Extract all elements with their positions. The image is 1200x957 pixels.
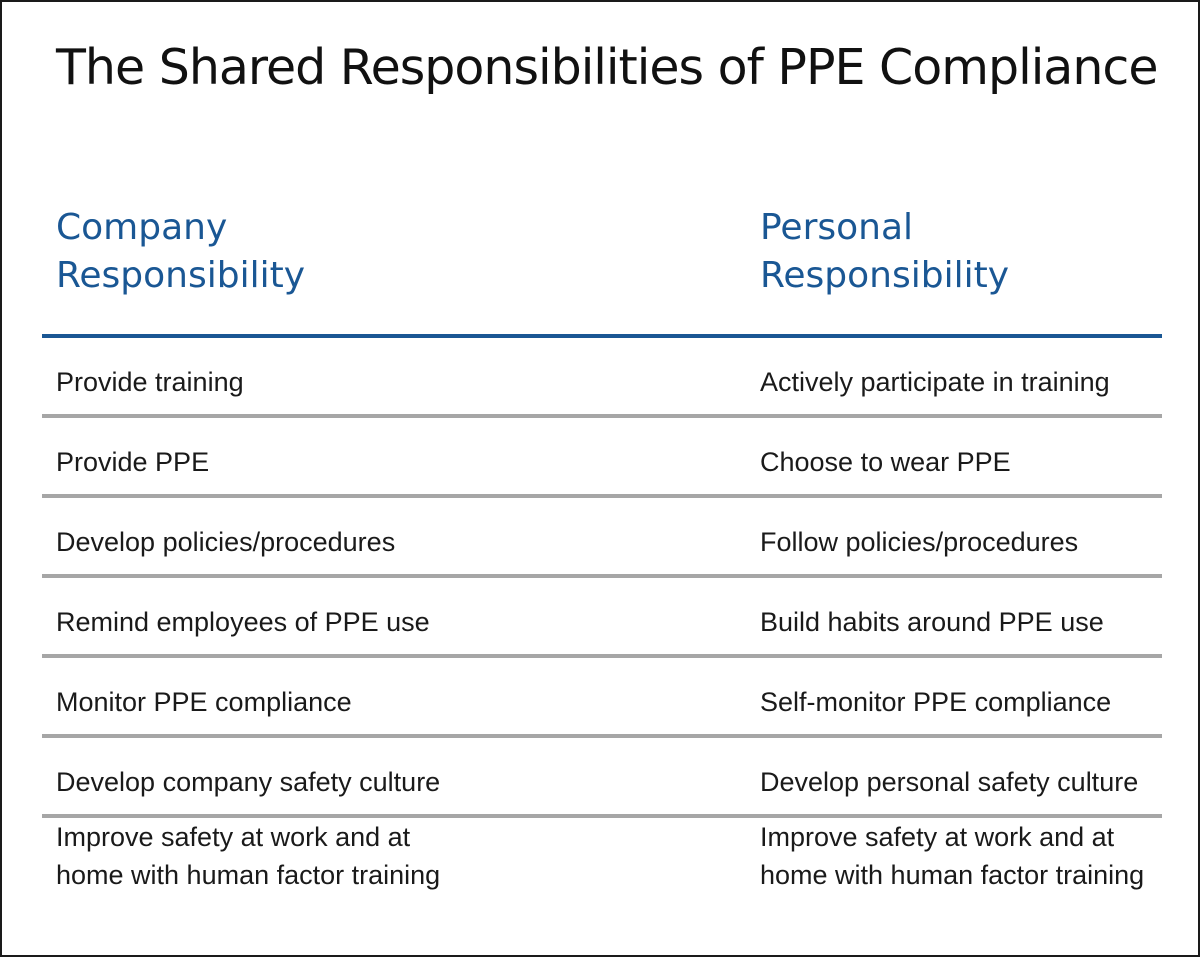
table-row: Provide PPE Choose to wear PPE xyxy=(42,418,1162,498)
personal-cell: Develop personal safety culture xyxy=(760,767,1139,797)
column-header-company-line-2: Responsibility xyxy=(56,255,306,296)
header-divider xyxy=(42,334,1162,338)
table-row: Develop company safety culture Develop p… xyxy=(42,738,1162,818)
table-row: Monitor PPE compliance Self-monitor PPE … xyxy=(42,658,1162,738)
page-title: The Shared Responsibilities of PPE Compl… xyxy=(56,39,1158,96)
company-cell: Develop company safety culture xyxy=(56,767,441,797)
personal-cell: Actively participate in training xyxy=(760,367,1110,397)
column-header-company: Company Responsibility xyxy=(56,204,305,300)
personal-cell: Choose to wear PPE xyxy=(760,447,1011,477)
personal-cell: Improve safety at work and at home with … xyxy=(760,822,1145,890)
column-header-personal-line-1: Personal xyxy=(760,207,914,248)
personal-cell: Build habits around PPE use xyxy=(760,607,1104,637)
column-header-company-line-1: Company xyxy=(56,207,228,248)
company-cell: Remind employees of PPE use xyxy=(56,607,430,637)
table-row: Remind employees of PPE use Build habits… xyxy=(42,578,1162,658)
column-header-personal-line-2: Responsibility xyxy=(760,255,1010,296)
personal-cell: Follow policies/procedures xyxy=(760,527,1079,557)
company-cell: Provide PPE xyxy=(56,447,210,477)
company-cell: Develop policies/procedures xyxy=(56,527,396,557)
personal-cell: Self-monitor PPE compliance xyxy=(760,687,1112,717)
column-header-personal: Personal Responsibility xyxy=(760,204,1009,300)
company-cell: Monitor PPE compliance xyxy=(56,687,352,717)
responsibility-table: Provide training Actively participate in… xyxy=(42,338,1162,938)
company-cell: Improve safety at work and at home with … xyxy=(56,822,441,890)
table-row: Improve safety at work and at home with … xyxy=(42,818,1162,938)
company-cell: Provide training xyxy=(56,367,244,397)
table-row: Provide training Actively participate in… xyxy=(42,338,1162,418)
table-row: Develop policies/procedures Follow polic… xyxy=(42,498,1162,578)
